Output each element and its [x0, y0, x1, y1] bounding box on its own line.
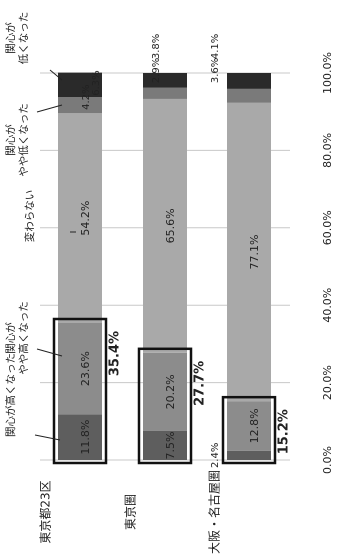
segment-name: 変わらない — [23, 190, 36, 243]
segment-name: やや低くなった — [17, 103, 30, 177]
data-label: 12.8% — [248, 408, 261, 443]
category-label: 東京圏 — [124, 494, 138, 530]
data-label: 11.8% — [79, 420, 92, 455]
bar-segment — [227, 401, 271, 451]
category-label: 東京都23区 — [39, 480, 53, 543]
bar-segment — [227, 88, 271, 103]
bar-segment — [143, 98, 187, 353]
data-label: 54.2% — [79, 201, 92, 236]
tick-label: 80.0% — [321, 133, 334, 168]
data-label: 4.2% — [81, 84, 92, 109]
bar-segment — [58, 96, 102, 114]
highlight-box — [137, 347, 193, 465]
data-label: 4.1% — [210, 34, 221, 59]
bar-segment — [143, 352, 187, 431]
total-label: 15.2% — [277, 409, 292, 454]
leader-line — [49, 69, 63, 81]
bar-segment — [143, 430, 187, 460]
data-label: 2.4% — [210, 443, 221, 468]
highlight-box — [221, 395, 277, 465]
bar-segment — [58, 414, 102, 460]
data-label: 2.9% — [151, 58, 162, 83]
segment-name: 関心が — [4, 22, 17, 54]
data-label: 7.5% — [164, 432, 177, 460]
leader-line — [34, 434, 61, 441]
bar-segment — [143, 73, 187, 88]
bar-segment — [58, 72, 102, 97]
data-label: 77.1% — [248, 235, 261, 270]
annotations: 4.2%6.3% 2.9%3.8% 3.6%4.1% 2.4% 35.4% 27.7% 15… — [4, 12, 292, 468]
bars: 東京都23区 東京圏 大阪・名古屋圏 11.8% 23.6% 54.2% 7.5% 20.2%… — [39, 72, 271, 554]
leader-line — [36, 104, 63, 113]
category-label: 大阪・名古屋圏 — [207, 470, 222, 554]
segment-name: 関心が高くなった — [4, 353, 17, 437]
data-label: 6.3% — [91, 70, 102, 95]
bar-segment — [58, 113, 102, 324]
segment-name: やや高くなった — [17, 301, 30, 375]
tick-label: 60.0% — [321, 210, 334, 245]
tick-label: 100.0% — [321, 52, 334, 94]
bar-segment — [58, 323, 102, 415]
total-label: 27.7% — [193, 361, 208, 406]
bar-segment — [227, 102, 271, 402]
data-label: 3.8% — [151, 34, 162, 59]
leader-line — [36, 348, 63, 357]
data-label: 65.6% — [164, 208, 177, 243]
tick-label: 0.0% — [321, 446, 334, 474]
total-label: 35.4% — [108, 331, 123, 376]
bar-segment — [227, 73, 271, 89]
data-label: 23.6% — [79, 351, 92, 386]
segment-name: 低くなった — [17, 12, 30, 65]
bar-segment — [143, 87, 187, 99]
data-label: 20.2% — [164, 374, 177, 409]
segment-name: 関心が — [4, 124, 17, 156]
tick-label: 20.0% — [321, 365, 334, 400]
tick-label: 40.0% — [321, 288, 334, 323]
segment-name: 関心が — [4, 322, 17, 354]
data-label: 3.6% — [210, 58, 221, 83]
highlight-box — [52, 317, 108, 465]
bar-segment — [227, 450, 271, 460]
